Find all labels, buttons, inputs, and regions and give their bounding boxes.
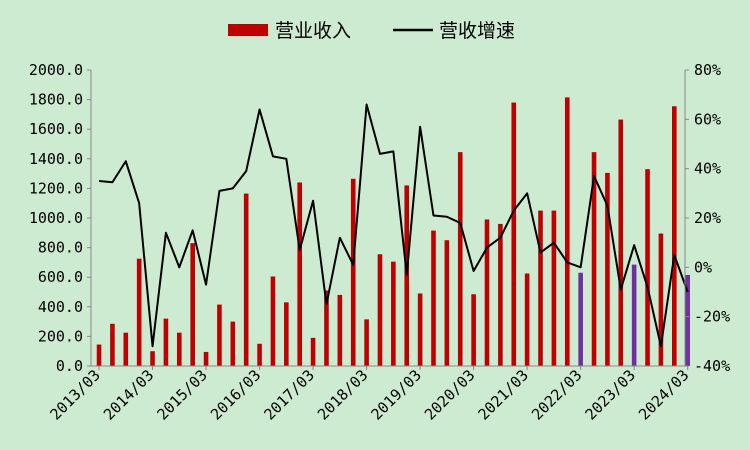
revenue-bar (96, 344, 102, 366)
plot-area (96, 97, 690, 366)
revenue-bar (658, 233, 664, 366)
revenue-bar (350, 178, 356, 366)
revenue-bar (284, 302, 289, 366)
right-tick-label: 0% (694, 258, 712, 276)
x-tick-label: 2016/03 (207, 366, 264, 423)
left-tick-label: 400.0 (38, 298, 83, 316)
revenue-bar (417, 293, 423, 366)
revenue-bar (564, 97, 570, 366)
revenue-bar (217, 304, 222, 366)
revenue-bar (136, 258, 142, 366)
right-tick-label: 40% (694, 160, 721, 178)
revenue-bar (591, 152, 597, 366)
left-tick-label: 1600.0 (29, 120, 83, 138)
left-tick-label: 2000.0 (29, 61, 83, 79)
revenue-bar (243, 193, 249, 366)
revenue-bar (163, 318, 169, 366)
x-tick-label: 2022/03 (528, 366, 585, 423)
left-tick-label: 1800.0 (29, 91, 83, 109)
revenue-bar (230, 321, 236, 366)
right-tick-label: 20% (694, 209, 721, 227)
revenue-bar (257, 343, 262, 366)
revenue-bar (431, 230, 436, 366)
x-tick-label: 2020/03 (421, 366, 478, 423)
revenue-bar (618, 119, 624, 366)
growth-line (98, 103, 689, 348)
revenue-bar (123, 332, 129, 366)
left-tick-label: 800.0 (38, 239, 83, 257)
left-tick-label: 1400.0 (29, 150, 83, 168)
left-tick-label: 0.0 (56, 357, 83, 375)
legend-swatch-revenue (228, 24, 268, 36)
revenue-bar (524, 273, 530, 366)
revenue-bar (578, 272, 583, 366)
x-tick-label: 2019/03 (368, 366, 425, 423)
revenue-bar (337, 294, 343, 366)
revenue-bar (177, 332, 182, 366)
revenue-bar (190, 243, 195, 366)
x-tick-label: 2015/03 (153, 366, 210, 423)
left-tick-label: 200.0 (38, 327, 83, 345)
left-tick-label: 600.0 (38, 268, 83, 286)
revenue-bar (538, 210, 543, 366)
revenue-bar (203, 351, 209, 366)
revenue-bar (605, 172, 610, 366)
legend-label-growth: 营收增速 (439, 20, 515, 42)
revenue-bar (377, 254, 383, 366)
x-tick-label: 2014/03 (100, 366, 157, 423)
revenue-bar (645, 169, 650, 366)
revenue-bar (511, 102, 517, 366)
revenue-bar (150, 351, 155, 366)
revenue-bar (310, 337, 316, 366)
revenue-bar (444, 240, 450, 366)
revenue-bar (297, 182, 302, 366)
revenue-bar (364, 319, 369, 366)
revenue-bar (498, 223, 503, 366)
legend-label-revenue: 营业收入 (275, 20, 351, 42)
x-tick-label: 2023/03 (582, 366, 639, 423)
revenue-bar (391, 261, 396, 366)
right-tick-label: -40% (694, 357, 730, 375)
revenue-bar (631, 264, 637, 366)
x-tick-label: 2024/03 (635, 366, 692, 423)
x-tick-label: 2017/03 (260, 366, 317, 423)
revenue-bar (685, 274, 690, 366)
x-tick-label: 2018/03 (314, 366, 371, 423)
right-tick-label: 80% (694, 61, 721, 79)
x-tick-label: 2021/03 (475, 366, 532, 423)
revenue-bar (484, 219, 490, 366)
chart-legend: 营业收入 营收增速 (228, 20, 515, 42)
revenue-bar (324, 290, 329, 366)
left-tick-label: 1200.0 (29, 179, 83, 197)
right-tick-label: -20% (694, 308, 730, 326)
right-tick-label: 60% (694, 110, 721, 128)
revenue-bar (471, 294, 476, 366)
revenue-bar (551, 210, 557, 366)
revenue-bar (672, 106, 677, 366)
axes: 0.0 200.0 400.0 600.0 800.0 1000.0 1200.0 1400.… (29, 61, 730, 424)
revenue-bar (457, 152, 463, 366)
revenue-bar (110, 323, 115, 366)
left-tick-label: 1000.0 (29, 209, 83, 227)
revenue-bar (270, 276, 276, 366)
